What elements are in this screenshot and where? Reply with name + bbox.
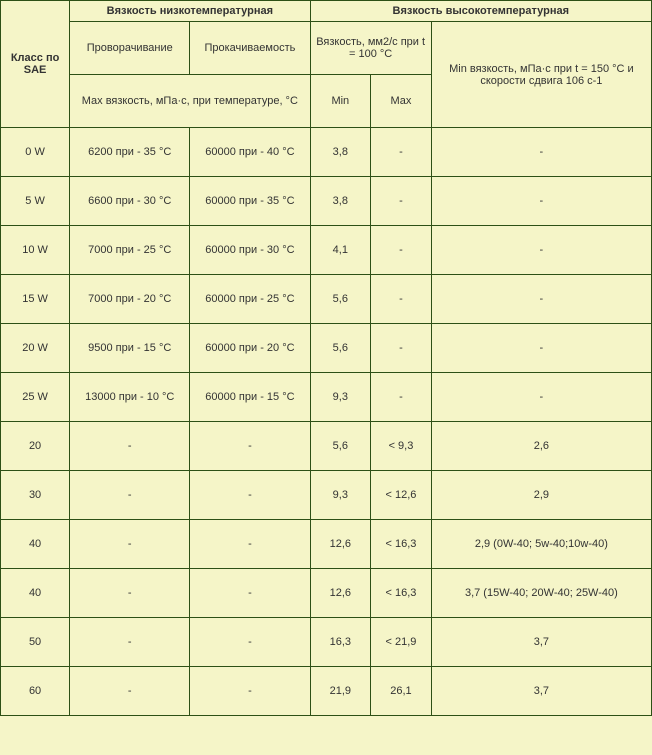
cell-prok: 60000 при - 15 °С [190,373,310,422]
table-row: 50--16,3< 21,93,7 [1,618,652,667]
header-sae: Класс по SAE [1,1,70,128]
cell-min: 3,8 [310,177,371,226]
table-row: 10 W7000 при - 25 °С60000 при - 30 °С4,1… [1,226,652,275]
cell-max: - [371,373,432,422]
header-high-temp: Вязкость высокотемпературная [310,1,651,22]
cell-max: < 12,6 [371,471,432,520]
cell-min: 9,3 [310,373,371,422]
cell-min: 21,9 [310,667,371,716]
cell-sae: 5 W [1,177,70,226]
table-row: 15 W7000 при - 20 °С60000 при - 25 °С5,6… [1,275,652,324]
table-row: 5 W6600 при - 30 °С60000 при - 35 °С3,8-… [1,177,652,226]
header-prov: Проворачивание [70,22,190,75]
cell-prov: - [70,667,190,716]
cell-prov: - [70,422,190,471]
data-table: Класс по SAE Вязкость низкотемпературная… [0,0,652,716]
cell-sae: 20 W [1,324,70,373]
cell-prok: 60000 при - 35 °С [190,177,310,226]
cell-minvisc: - [431,324,651,373]
cell-minvisc: - [431,226,651,275]
header-min-visc: Min вязкость, мПа·с при t = 150 °С и ско… [431,22,651,128]
cell-sae: 0 W [1,128,70,177]
cell-minvisc: - [431,275,651,324]
table-row: 0 W6200 при - 35 °С60000 при - 40 °С3,8-… [1,128,652,177]
cell-prov: 7000 при - 20 °С [70,275,190,324]
cell-prov: - [70,618,190,667]
cell-min: 12,6 [310,520,371,569]
cell-prok: - [190,667,310,716]
header-max-visc: Мах вязкость, мПа·с, при температуре, °С [70,75,310,128]
table-row: 60--21,926,13,7 [1,667,652,716]
cell-minvisc: 3,7 (15W-40; 20W-40; 25W-40) [431,569,651,618]
cell-sae: 25 W [1,373,70,422]
cell-prok: - [190,520,310,569]
cell-prok: 60000 при - 30 °С [190,226,310,275]
cell-minvisc: - [431,373,651,422]
cell-max: < 16,3 [371,520,432,569]
cell-max: - [371,128,432,177]
cell-prok: - [190,471,310,520]
cell-max: - [371,226,432,275]
sae-viscosity-table: Класс по SAE Вязкость низкотемпературная… [0,0,652,716]
cell-minvisc: 3,7 [431,667,651,716]
cell-max: < 9,3 [371,422,432,471]
header-prok: Прокачиваемость [190,22,310,75]
cell-prov: 9500 при - 15 °С [70,324,190,373]
cell-sae: 30 [1,471,70,520]
cell-minvisc: - [431,177,651,226]
cell-min: 4,1 [310,226,371,275]
cell-max: - [371,275,432,324]
table-row: 25 W13000 при - 10 °С60000 при - 15 °С9,… [1,373,652,422]
cell-minvisc: 2,6 [431,422,651,471]
cell-min: 5,6 [310,324,371,373]
cell-prov: 7000 при - 25 °С [70,226,190,275]
cell-min: 5,6 [310,275,371,324]
cell-minvisc: 2,9 (0W-40; 5w-40;10w-40) [431,520,651,569]
cell-sae: 20 [1,422,70,471]
cell-max: < 16,3 [371,569,432,618]
cell-prok: 60000 при - 25 °С [190,275,310,324]
cell-prov: 6600 при - 30 °С [70,177,190,226]
cell-sae: 60 [1,667,70,716]
header-visc-mm2s: Вязкость, мм2/с при t = 100 °С [310,22,431,75]
header-max: Мах [371,75,432,128]
cell-max: - [371,177,432,226]
table-body: 0 W6200 при - 35 °С60000 при - 40 °С3,8-… [1,128,652,716]
cell-sae: 15 W [1,275,70,324]
cell-sae: 10 W [1,226,70,275]
table-row: 40--12,6< 16,33,7 (15W-40; 20W-40; 25W-4… [1,569,652,618]
table-header: Класс по SAE Вязкость низкотемпературная… [1,1,652,128]
cell-sae: 40 [1,569,70,618]
cell-minvisc: 3,7 [431,618,651,667]
cell-prok: - [190,569,310,618]
cell-prok: 60000 при - 20 °С [190,324,310,373]
header-min: Min [310,75,371,128]
cell-prok: 60000 при - 40 °С [190,128,310,177]
cell-prok: - [190,618,310,667]
cell-min: 16,3 [310,618,371,667]
cell-min: 9,3 [310,471,371,520]
table-row: 20--5,6< 9,32,6 [1,422,652,471]
table-row: 20 W9500 при - 15 °С60000 при - 20 °С5,6… [1,324,652,373]
cell-max: < 21,9 [371,618,432,667]
cell-min: 12,6 [310,569,371,618]
cell-sae: 50 [1,618,70,667]
cell-prok: - [190,422,310,471]
cell-prov: 13000 при - 10 °С [70,373,190,422]
cell-max: - [371,324,432,373]
cell-prov: 6200 при - 35 °С [70,128,190,177]
cell-prov: - [70,471,190,520]
cell-sae: 40 [1,520,70,569]
table-row: 40--12,6< 16,32,9 (0W-40; 5w-40;10w-40) [1,520,652,569]
cell-min: 5,6 [310,422,371,471]
table-row: 30--9,3< 12,62,9 [1,471,652,520]
header-low-temp: Вязкость низкотемпературная [70,1,310,22]
cell-prov: - [70,520,190,569]
cell-prov: - [70,569,190,618]
cell-minvisc: 2,9 [431,471,651,520]
cell-max: 26,1 [371,667,432,716]
cell-min: 3,8 [310,128,371,177]
cell-minvisc: - [431,128,651,177]
